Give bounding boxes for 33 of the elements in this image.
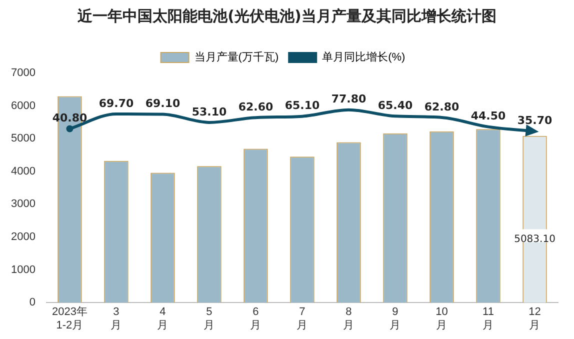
data-label: 77.80 (331, 92, 366, 106)
x-tick-label: 6月 (250, 306, 262, 332)
y-tick-label: 6000 (10, 100, 36, 112)
x-tick-label: 9月 (390, 306, 401, 332)
data-label: 62.60 (238, 100, 274, 114)
x-tick-label: 7月 (296, 306, 308, 332)
data-label: 65.40 (378, 99, 413, 112)
data-label: 69.70 (98, 96, 134, 110)
x-tick-label: 11月 (482, 306, 494, 332)
data-label: 62.80 (424, 100, 460, 114)
x-tick-label: 5月 (204, 306, 215, 332)
x-tick-label: 2023年1-2月 (52, 306, 88, 332)
y-tick-label: 1000 (10, 264, 36, 276)
y-tick-label: 7000 (10, 67, 36, 80)
data-label: 53.10 (192, 105, 227, 118)
x-tick-label: 4月 (157, 306, 168, 332)
y-tick-label: 2000 (10, 231, 36, 244)
legend-label: 单月同比增长(%) (322, 50, 406, 64)
x-tick-label: 3月 (110, 306, 122, 332)
x-tick-label: 8月 (343, 306, 354, 332)
data-label: 44.50 (470, 110, 506, 123)
data-label: 5083.10 (514, 234, 556, 245)
x-tick-label: 10月 (436, 306, 448, 332)
x-tick-label: 12月 (528, 306, 541, 332)
data-label: 69.10 (145, 97, 180, 110)
y-tick-label: 5000 (10, 132, 36, 145)
y-tick-label: 0 (29, 296, 36, 309)
data-label: 35.70 (517, 114, 552, 128)
data-label: 65.10 (284, 99, 320, 112)
legend-label: 当月产量(万千瓦) (194, 50, 279, 64)
chart-title: 近一年中国太阳能电池(光伏电池)当月产量及其同比增长统计图 (76, 6, 498, 27)
y-tick-label: 4000 (10, 165, 36, 178)
y-tick-label: 3000 (10, 198, 36, 210)
